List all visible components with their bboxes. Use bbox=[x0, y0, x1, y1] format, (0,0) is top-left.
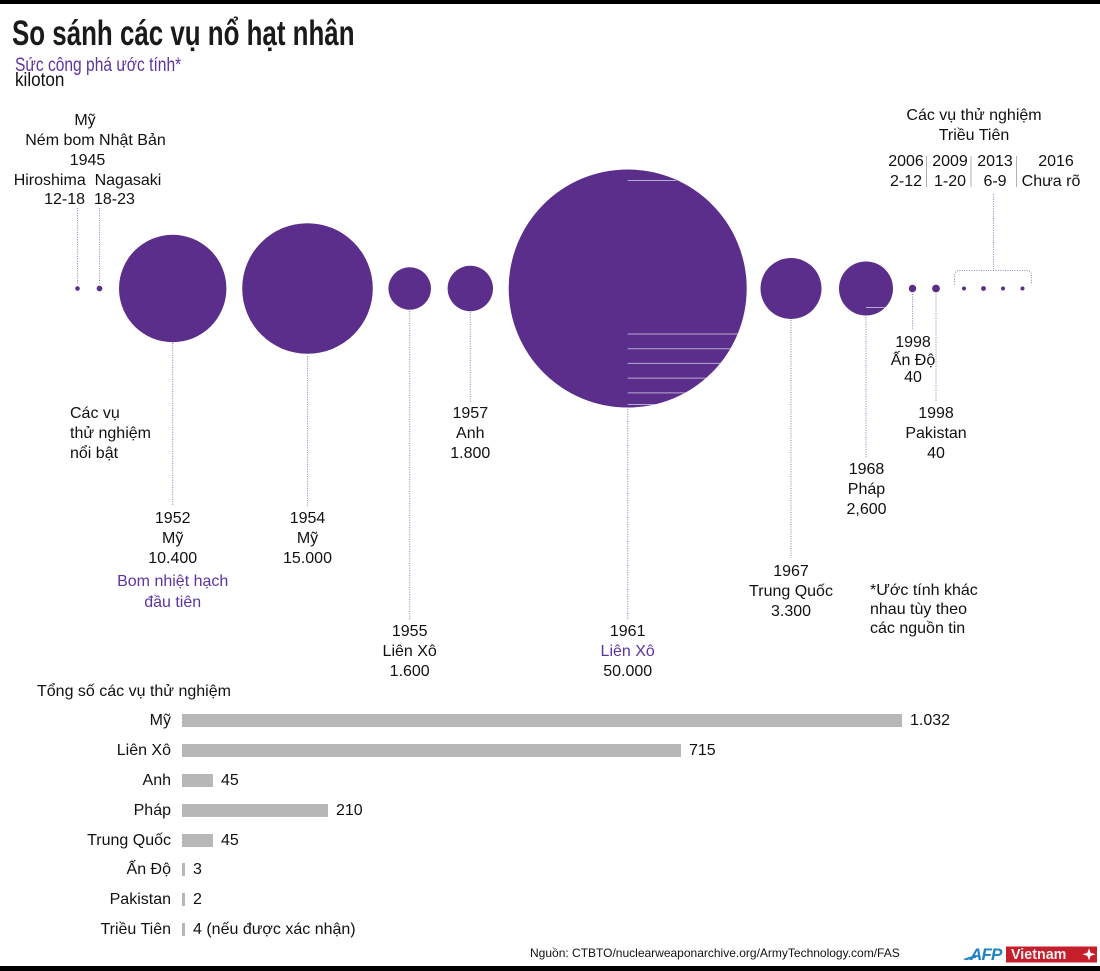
svg-text:Vietnam: Vietnam bbox=[1011, 947, 1066, 963]
svg-text:AFP: AFP bbox=[969, 945, 1003, 964]
